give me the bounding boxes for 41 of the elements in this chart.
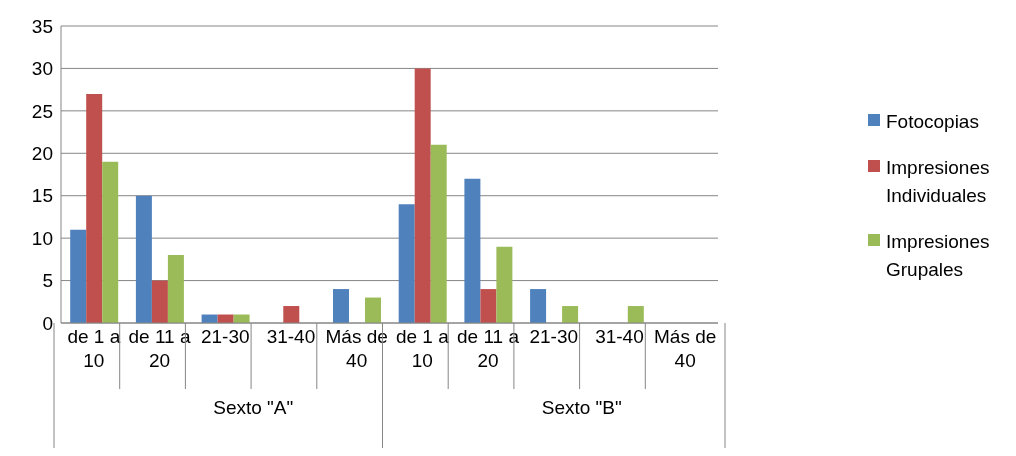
legend-label: Impresiones Individuales bbox=[886, 156, 991, 208]
y-tick-label: 15 bbox=[31, 185, 53, 207]
y-tick-label: 10 bbox=[31, 227, 53, 249]
y-tick-label: 0 bbox=[42, 312, 53, 334]
bar bbox=[627, 306, 644, 323]
legend-label: Impresiones Grupales bbox=[886, 230, 991, 282]
bar bbox=[167, 255, 184, 323]
x-tick-label: 31-40 bbox=[266, 326, 316, 347]
y-tick-label: 20 bbox=[31, 143, 53, 165]
bar bbox=[86, 93, 103, 323]
x-tick-label: Más de 40 bbox=[653, 326, 717, 371]
legend-label: Fotocopias bbox=[886, 110, 979, 134]
bar bbox=[530, 289, 547, 323]
x-tick-label: 21-30 bbox=[200, 326, 250, 347]
text: Sexto "A" bbox=[213, 397, 294, 418]
bar bbox=[333, 289, 349, 323]
x-tick-label: de 1 a 10 bbox=[395, 326, 450, 371]
bar bbox=[283, 306, 300, 323]
bar bbox=[562, 306, 579, 323]
bar bbox=[365, 297, 381, 323]
bar bbox=[102, 161, 119, 323]
bar bbox=[464, 178, 481, 323]
x-tick-label: de 1 a 10 bbox=[67, 326, 121, 371]
bar bbox=[151, 280, 168, 323]
y-tick-label: 30 bbox=[31, 58, 53, 80]
x-tick-label: Más de 40 bbox=[325, 326, 388, 371]
x-tick-label: de 11 a 20 bbox=[128, 326, 191, 371]
text: Sexto "B" bbox=[541, 397, 622, 418]
bar bbox=[70, 229, 87, 323]
x-tick-label: 21-30 bbox=[529, 326, 579, 347]
bar bbox=[414, 68, 431, 323]
bar bbox=[480, 289, 497, 323]
bar bbox=[430, 144, 447, 323]
x-tick-label: de 11 a 20 bbox=[457, 326, 520, 371]
bar bbox=[496, 246, 513, 323]
bar bbox=[398, 204, 415, 323]
y-tick-label: 5 bbox=[42, 270, 53, 292]
y-tick-label: 35 bbox=[31, 15, 53, 37]
x-tick-label: 31-40 bbox=[595, 326, 644, 347]
y-tick-label: 25 bbox=[31, 100, 53, 122]
bar bbox=[135, 195, 152, 323]
